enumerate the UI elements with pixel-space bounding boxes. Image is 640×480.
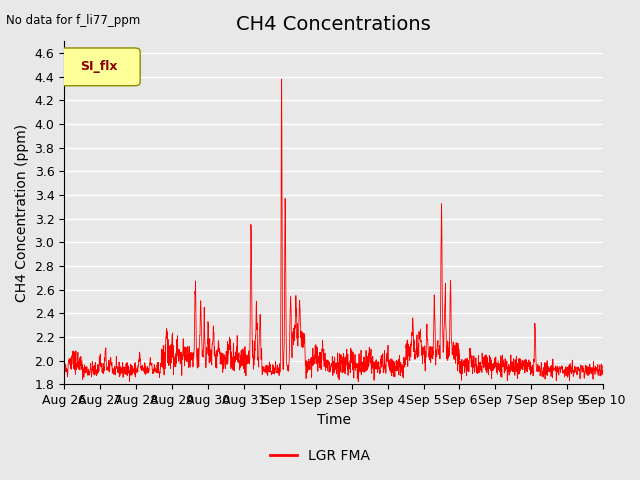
Title: CH4 Concentrations: CH4 Concentrations (236, 15, 431, 34)
X-axis label: Time: Time (317, 413, 351, 427)
Legend: LGR FMA: LGR FMA (264, 443, 376, 468)
Y-axis label: CH4 Concentration (ppm): CH4 Concentration (ppm) (15, 124, 29, 302)
FancyBboxPatch shape (60, 48, 140, 86)
Text: No data for f_li77_ppm: No data for f_li77_ppm (6, 14, 141, 27)
Text: SI_flx: SI_flx (81, 60, 118, 73)
